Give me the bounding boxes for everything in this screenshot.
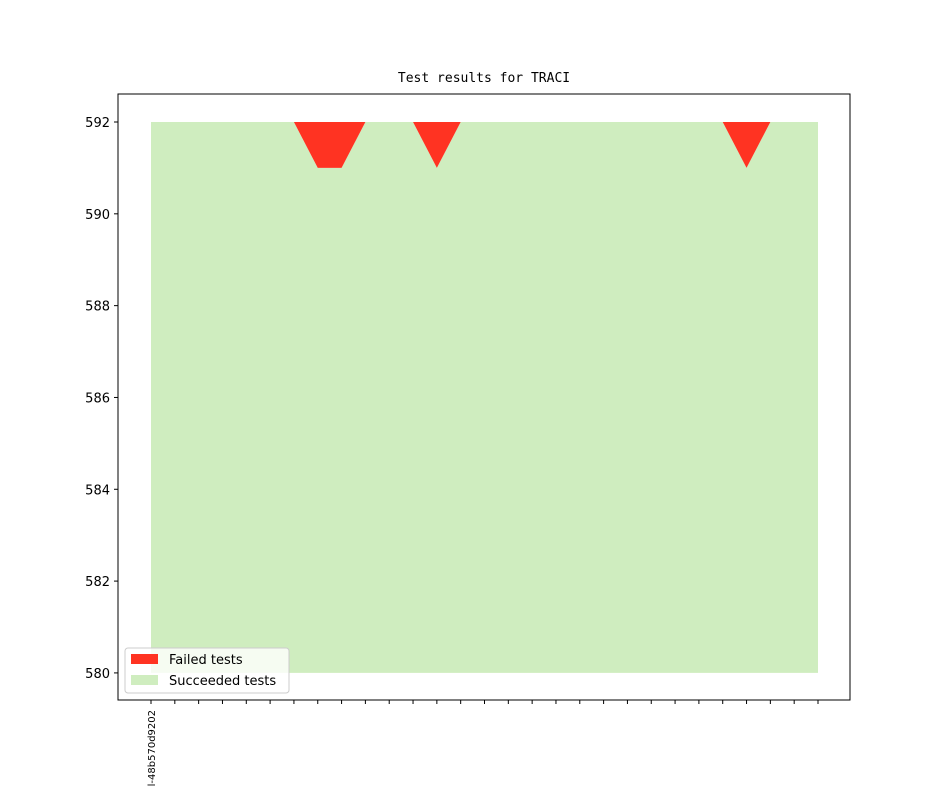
y-tick-label: 584 xyxy=(85,483,110,498)
y-tick-label: 588 xyxy=(85,300,110,315)
legend-frame xyxy=(124,647,290,694)
y-tick-label: 592 xyxy=(85,116,110,131)
legend-label: Failed tests xyxy=(169,653,243,668)
y-tick-label: 582 xyxy=(85,575,110,590)
legend-swatch xyxy=(131,675,158,685)
legend: Failed tests Succeeded tests xyxy=(124,647,290,694)
y-tick-label: 590 xyxy=(85,208,110,223)
area xyxy=(151,122,818,673)
legend-label: Succeeded tests xyxy=(169,674,276,689)
area xyxy=(151,122,818,168)
legend-swatch xyxy=(131,654,158,664)
y-tick-label: 580 xyxy=(85,667,110,682)
y-tick-label: 586 xyxy=(85,391,110,406)
chart-title: Test results for TRACI xyxy=(398,71,570,86)
x-tick-label: l-48b570d9202 xyxy=(147,710,158,786)
